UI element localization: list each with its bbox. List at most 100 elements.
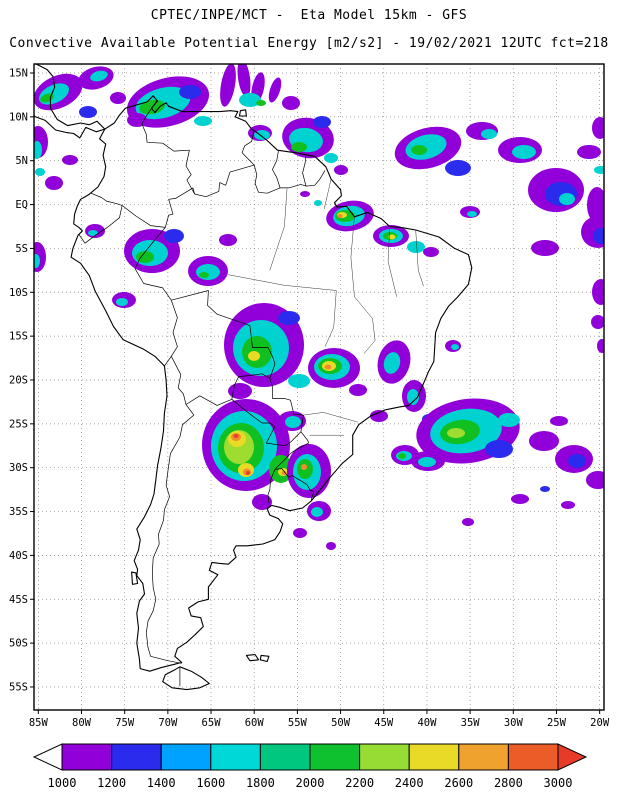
colorbar-segment: [61, 743, 113, 771]
lat-label: 15S: [9, 331, 28, 343]
cape-blob: [313, 116, 331, 128]
border-path: [185, 395, 232, 406]
state-line: [303, 412, 358, 423]
cape-blob: [540, 486, 550, 492]
cape-blob: [423, 247, 439, 257]
lat-label: 10N: [9, 111, 28, 123]
colorbar-segment: [507, 743, 559, 771]
colorbar-segment: [259, 743, 311, 771]
border-path: [274, 431, 309, 470]
lat-label: 55S: [9, 681, 28, 693]
lat-label: 40S: [9, 550, 28, 562]
lat-label: 5S: [15, 243, 28, 255]
colorbar-label: 2800: [494, 776, 523, 790]
cape-blob: [324, 364, 332, 370]
border-path: [164, 356, 172, 367]
cape-blob: [370, 410, 388, 422]
lon-label: 25W: [547, 717, 567, 729]
border-path: [231, 373, 270, 400]
colorbar-segment: [210, 743, 261, 771]
colorbar-segment: [359, 743, 410, 771]
cape-blob: [407, 241, 425, 253]
border-path: [269, 378, 304, 432]
state-line: [387, 226, 397, 297]
colorbar-label: 2200: [345, 776, 374, 790]
cape-blob: [285, 416, 301, 428]
border-path: [194, 129, 255, 198]
border-path: [141, 100, 195, 195]
colorbar-right-arrow: [557, 743, 588, 771]
colorbar-left-arrow: [32, 743, 63, 771]
lon-label: 20W: [590, 717, 610, 729]
colorbar-label: 3000: [544, 776, 573, 790]
state-line: [228, 274, 337, 291]
cape-field: [28, 59, 615, 550]
lon-label: 35W: [461, 717, 481, 729]
lat-label: 20S: [9, 374, 28, 386]
lat-label: 15N: [9, 68, 28, 80]
border-path: [171, 290, 276, 379]
cape-blob: [411, 145, 427, 155]
colorbar-label: 1200: [97, 776, 126, 790]
colorbar-label: 1400: [147, 776, 176, 790]
mask-rect: [604, 50, 618, 750]
cape-blob: [398, 453, 406, 459]
lon-label: 40W: [417, 717, 437, 729]
colorbar-label: 1600: [196, 776, 225, 790]
cape-blob: [278, 311, 300, 325]
cape-blob: [561, 501, 575, 509]
cape-blob: [179, 85, 201, 99]
lon-label: 75W: [115, 717, 135, 729]
state-line: [323, 179, 332, 210]
border-path: [121, 205, 166, 228]
cape-blob: [256, 100, 266, 106]
colorbar-segment: [111, 743, 162, 771]
border-path: [170, 300, 178, 357]
lon-label: 60W: [245, 717, 265, 729]
cape-blob: [462, 518, 474, 526]
cape-blob: [311, 507, 323, 517]
cape-blob: [293, 528, 307, 538]
lat-label: 25S: [9, 418, 28, 430]
colorbar-label: 2400: [395, 776, 424, 790]
cape-blob: [45, 176, 63, 190]
cape-blob: [88, 230, 98, 236]
cape-blob: [254, 130, 270, 140]
colorbar-segment: [408, 743, 460, 771]
cape-blob: [467, 211, 477, 217]
cape-blob: [447, 428, 465, 438]
colorbar-label: 1800: [246, 776, 275, 790]
lat-label: 45S: [9, 594, 28, 606]
mask-rect: [0, 710, 618, 744]
cape-blob: [587, 187, 607, 223]
border-path: [90, 192, 123, 206]
cape-blob: [451, 344, 459, 350]
cape-blob: [418, 457, 436, 467]
cape-blob: [199, 272, 209, 278]
lon-label: 55W: [288, 717, 308, 729]
border-path: [145, 404, 195, 664]
cape-blob: [300, 191, 310, 197]
cape-blob: [248, 351, 260, 361]
cape-blob: [288, 374, 310, 388]
cape-blob: [164, 229, 184, 243]
cape-blob: [282, 96, 300, 110]
cape-blob: [511, 494, 529, 504]
coastline-path: [70, 95, 473, 672]
cape-blob: [512, 145, 536, 159]
lon-label: 50W: [331, 717, 351, 729]
cape-blob: [196, 264, 220, 280]
state-line: [324, 290, 337, 347]
cape-blob: [239, 93, 261, 107]
geography: [32, 61, 473, 691]
border-path: [78, 205, 123, 244]
lon-label: 80W: [72, 717, 92, 729]
lon-label: 45W: [374, 717, 394, 729]
coastline-path: [32, 61, 106, 139]
cape-blob: [194, 116, 212, 126]
cape-blob: [591, 315, 605, 329]
lat-label: EQ: [15, 199, 28, 211]
cape-blob: [388, 234, 396, 240]
state-line: [363, 318, 376, 354]
